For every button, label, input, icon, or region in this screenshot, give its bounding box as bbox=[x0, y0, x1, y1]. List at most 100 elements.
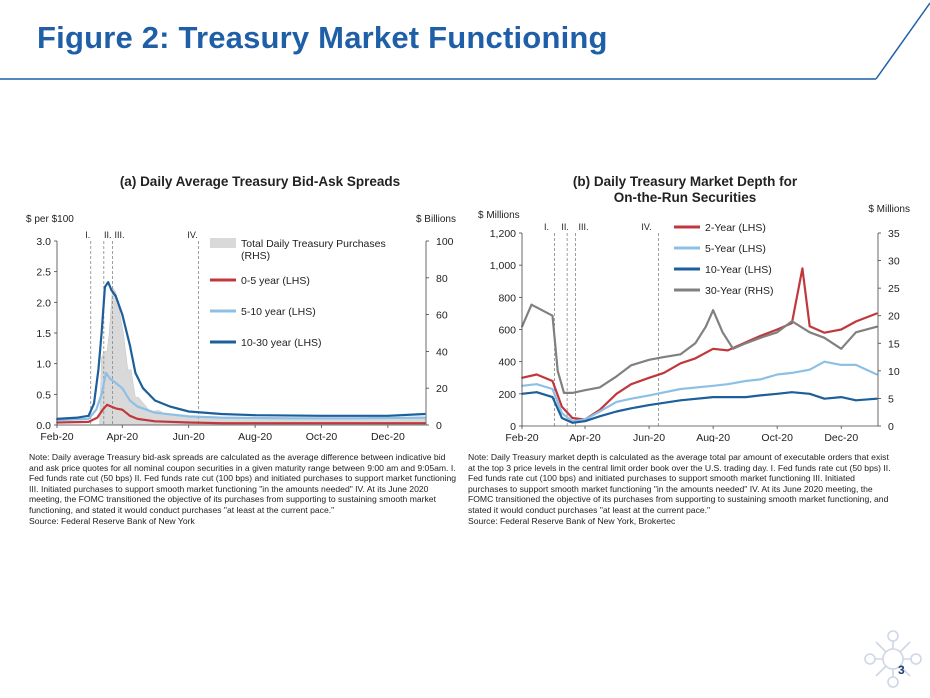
event-label: IV. bbox=[641, 222, 651, 232]
data-point bbox=[169, 405, 172, 408]
event-label: III. bbox=[115, 230, 125, 240]
y-left-tick-label: 400 bbox=[498, 357, 516, 369]
data-point bbox=[855, 364, 857, 366]
data-point bbox=[535, 391, 538, 394]
data-point bbox=[679, 362, 682, 365]
data-point bbox=[712, 384, 714, 387]
data-point bbox=[630, 407, 633, 410]
data-point bbox=[571, 417, 574, 419]
legend-swatch-area bbox=[210, 238, 236, 248]
y-left-tick-label: 0 bbox=[510, 421, 516, 433]
chart-b-note-text: Note: Daily Treasury market depth is cal… bbox=[468, 452, 891, 515]
data-point bbox=[759, 335, 762, 337]
chart-b: I. II. III. IV. 0 200 400 600 800 1,000 1,200 0 5 10 1… bbox=[478, 204, 910, 442]
data-point bbox=[354, 422, 357, 425]
x-tick-label: Oct-20 bbox=[306, 431, 338, 443]
data-point bbox=[101, 408, 104, 411]
chart-b-note: Note: Daily Treasury market depth is cal… bbox=[468, 452, 893, 526]
data-point bbox=[876, 373, 878, 376]
data-point bbox=[95, 408, 98, 411]
data-point bbox=[840, 328, 843, 331]
data-point bbox=[424, 416, 426, 419]
data-point bbox=[679, 353, 682, 356]
y-right-tick-label: 10 bbox=[888, 366, 900, 378]
data-point bbox=[648, 404, 650, 406]
series-line-2 bbox=[56, 281, 425, 420]
data-point bbox=[648, 376, 650, 379]
y-left-tick-label: 2.0 bbox=[36, 297, 51, 309]
data-point bbox=[630, 397, 633, 400]
data-point bbox=[801, 267, 804, 270]
data-point bbox=[87, 418, 90, 420]
data-point bbox=[712, 347, 714, 350]
data-point bbox=[561, 417, 563, 419]
data-point bbox=[704, 325, 707, 328]
data-point bbox=[541, 309, 543, 312]
data-point bbox=[142, 387, 144, 390]
data-point bbox=[535, 373, 538, 376]
data-point bbox=[726, 349, 729, 352]
y-left-tick-label: 0.0 bbox=[36, 420, 51, 432]
data-point bbox=[100, 393, 103, 396]
data-point bbox=[823, 336, 826, 339]
data-point bbox=[105, 372, 107, 374]
data-point bbox=[679, 399, 682, 402]
y-right-tick-label: 0 bbox=[436, 420, 442, 432]
data-point bbox=[694, 357, 697, 360]
data-point bbox=[732, 347, 734, 350]
x-tick-label: Apr-20 bbox=[107, 431, 139, 443]
chart-a: I. II. III. IV. 0.0 0.5 1.0 1.5 2.0 2.5 3.0 0 20 40 60… bbox=[26, 214, 456, 443]
legend-label-0: 2-Year (LHS) bbox=[705, 222, 766, 234]
event-label: I. bbox=[85, 230, 90, 240]
data-point bbox=[662, 356, 665, 358]
data-point bbox=[876, 312, 878, 315]
y-right-tick-label: 60 bbox=[436, 310, 448, 322]
data-point bbox=[648, 358, 650, 361]
data-point bbox=[104, 286, 106, 288]
data-point bbox=[220, 422, 223, 425]
chart-a-title: (a) Daily Average Treasury Bid-Ask Sprea… bbox=[119, 174, 401, 189]
data-point bbox=[87, 414, 90, 417]
data-point bbox=[615, 401, 618, 403]
fed-seal-ornament-icon bbox=[864, 630, 922, 688]
chart-a-source: Source: Federal Reserve Bank of New York bbox=[29, 515, 195, 526]
legend-label-0: 0-5 year (LHS) bbox=[241, 275, 310, 287]
data-point bbox=[876, 325, 878, 328]
y-left-tick-label: 1,200 bbox=[490, 228, 516, 240]
event-label: III. bbox=[579, 222, 589, 232]
data-point bbox=[648, 394, 650, 397]
data-point bbox=[808, 368, 811, 371]
data-point bbox=[320, 414, 323, 417]
y-left-tick-label: 3.0 bbox=[36, 236, 51, 248]
data-point bbox=[563, 392, 565, 394]
data-point bbox=[535, 383, 538, 386]
data-point bbox=[187, 415, 190, 418]
data-point bbox=[584, 389, 586, 392]
y-left-tick-label: 0.5 bbox=[36, 389, 51, 401]
data-point bbox=[584, 420, 586, 423]
data-point bbox=[387, 414, 389, 417]
data-point bbox=[808, 325, 811, 328]
chart-a-note: Note: Daily average Treasury bid-ask spr… bbox=[29, 452, 459, 526]
data-point bbox=[114, 407, 117, 410]
data-point bbox=[551, 388, 554, 390]
x-tick-label: Feb-20 bbox=[505, 432, 538, 442]
data-point bbox=[840, 396, 843, 398]
data-point bbox=[561, 405, 563, 408]
data-point bbox=[96, 416, 99, 419]
y-left-tick-label: 1.5 bbox=[36, 328, 51, 340]
data-point bbox=[114, 295, 117, 298]
y-right-tick-label: 15 bbox=[888, 338, 900, 350]
data-point bbox=[110, 405, 113, 408]
data-point bbox=[154, 420, 156, 423]
data-point bbox=[855, 320, 857, 323]
data-point bbox=[571, 392, 574, 394]
data-point bbox=[551, 380, 554, 382]
left-axis-unit: $ Millions bbox=[478, 210, 520, 221]
y-left-tick-label: 600 bbox=[498, 325, 516, 337]
data-point bbox=[571, 421, 574, 424]
data-point bbox=[855, 399, 857, 402]
y-right-tick-label: 20 bbox=[888, 311, 900, 323]
y-right-tick-label: 35 bbox=[888, 228, 900, 240]
y-left-tick-label: 200 bbox=[498, 389, 516, 401]
